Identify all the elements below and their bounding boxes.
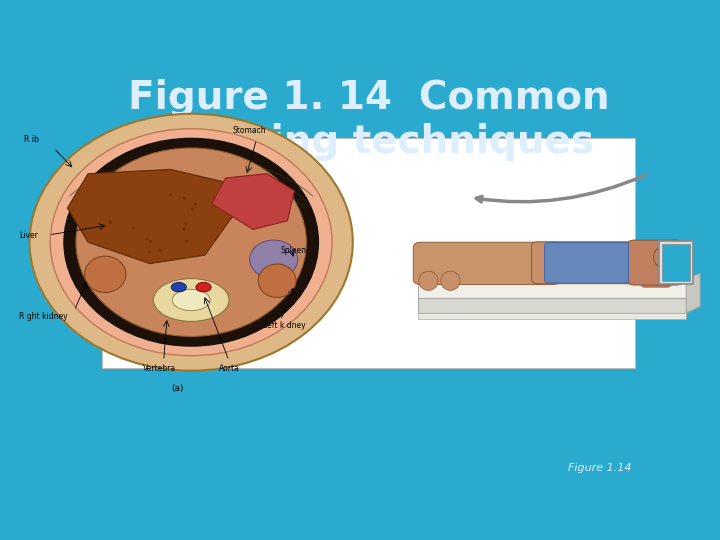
Ellipse shape <box>64 138 318 346</box>
Polygon shape <box>418 298 686 313</box>
Ellipse shape <box>84 256 126 293</box>
Text: R ght kidney: R ght kidney <box>19 312 68 321</box>
Text: Vertebra: Vertebra <box>143 363 176 373</box>
Ellipse shape <box>76 148 306 336</box>
Text: Aorta: Aorta <box>219 363 240 373</box>
Polygon shape <box>686 273 700 313</box>
Ellipse shape <box>196 282 211 292</box>
FancyBboxPatch shape <box>102 138 635 368</box>
Text: Left k dney: Left k dney <box>264 321 306 330</box>
Text: Figure 1.14: Figure 1.14 <box>568 463 631 473</box>
Text: Figure 1. 14  Common: Figure 1. 14 Common <box>128 79 610 117</box>
FancyBboxPatch shape <box>659 241 693 284</box>
Ellipse shape <box>153 279 229 321</box>
FancyBboxPatch shape <box>662 244 690 281</box>
Text: Spleen: Spleen <box>281 246 307 255</box>
Ellipse shape <box>172 289 210 310</box>
Polygon shape <box>68 170 233 264</box>
Text: Liver: Liver <box>19 231 38 240</box>
FancyBboxPatch shape <box>544 242 629 283</box>
Polygon shape <box>212 174 294 230</box>
Polygon shape <box>418 279 686 298</box>
FancyBboxPatch shape <box>413 242 560 285</box>
Text: R ib: R ib <box>24 134 39 144</box>
FancyBboxPatch shape <box>628 240 683 285</box>
Text: Stomach: Stomach <box>233 126 266 135</box>
Ellipse shape <box>171 282 186 292</box>
Ellipse shape <box>30 114 353 370</box>
FancyBboxPatch shape <box>531 242 649 284</box>
Ellipse shape <box>419 271 438 291</box>
Ellipse shape <box>258 264 296 298</box>
Ellipse shape <box>250 240 298 279</box>
Text: (a): (a) <box>171 384 184 393</box>
Polygon shape <box>418 313 686 319</box>
FancyBboxPatch shape <box>642 253 670 287</box>
Ellipse shape <box>441 271 460 291</box>
Ellipse shape <box>50 129 332 356</box>
Ellipse shape <box>654 244 691 271</box>
Text: scanning techniques: scanning techniques <box>143 123 595 161</box>
